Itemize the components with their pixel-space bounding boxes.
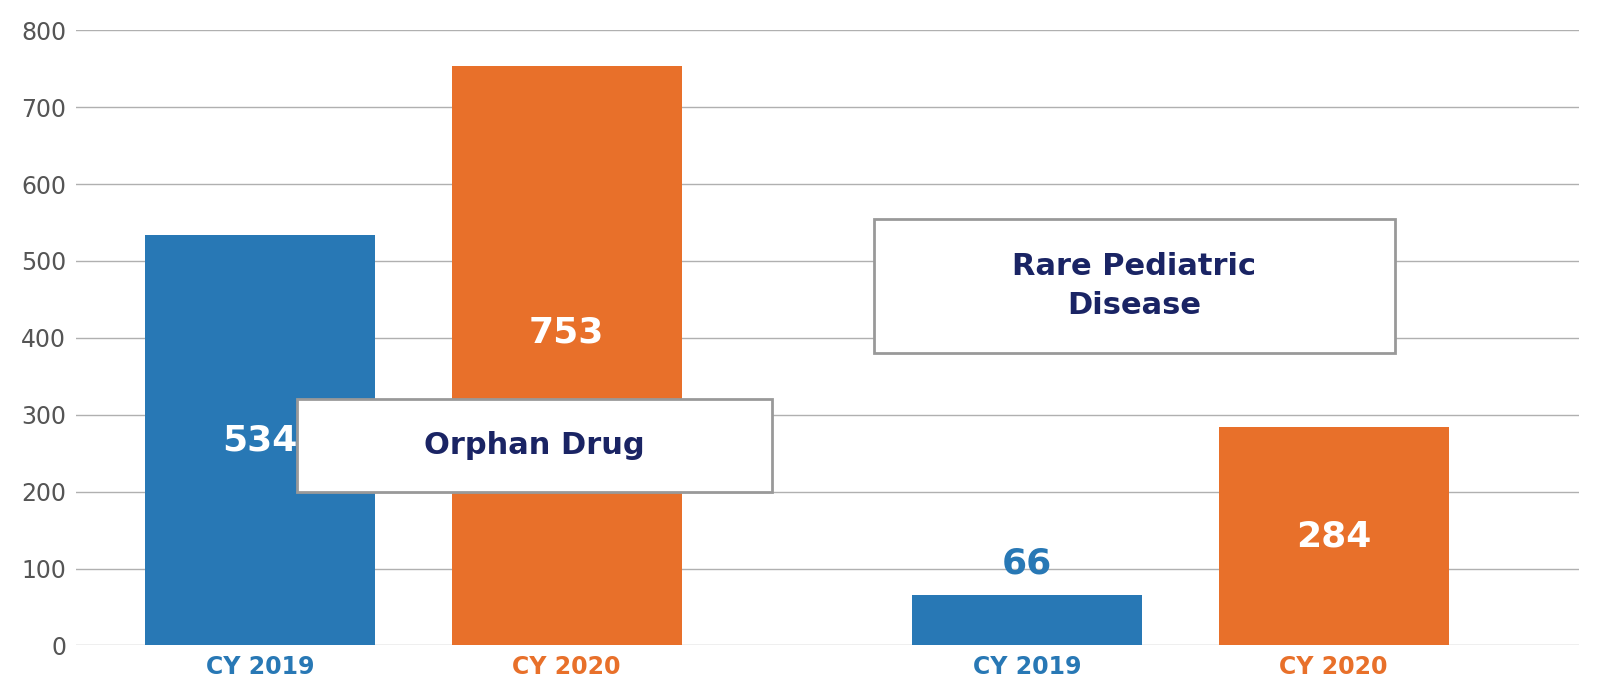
FancyBboxPatch shape	[874, 218, 1395, 354]
Bar	[912, 595, 1142, 645]
Text: Orphan Drug: Orphan Drug	[424, 431, 645, 460]
FancyBboxPatch shape	[296, 400, 773, 491]
Bar	[1219, 427, 1448, 645]
Text: 753: 753	[530, 316, 605, 350]
Text: 284: 284	[1296, 519, 1371, 553]
Bar	[451, 66, 682, 645]
Text: 534: 534	[222, 424, 298, 457]
Bar	[146, 235, 374, 645]
Text: Rare Pediatric
Disease: Rare Pediatric Disease	[1013, 253, 1256, 320]
Text: 66: 66	[1002, 547, 1053, 581]
